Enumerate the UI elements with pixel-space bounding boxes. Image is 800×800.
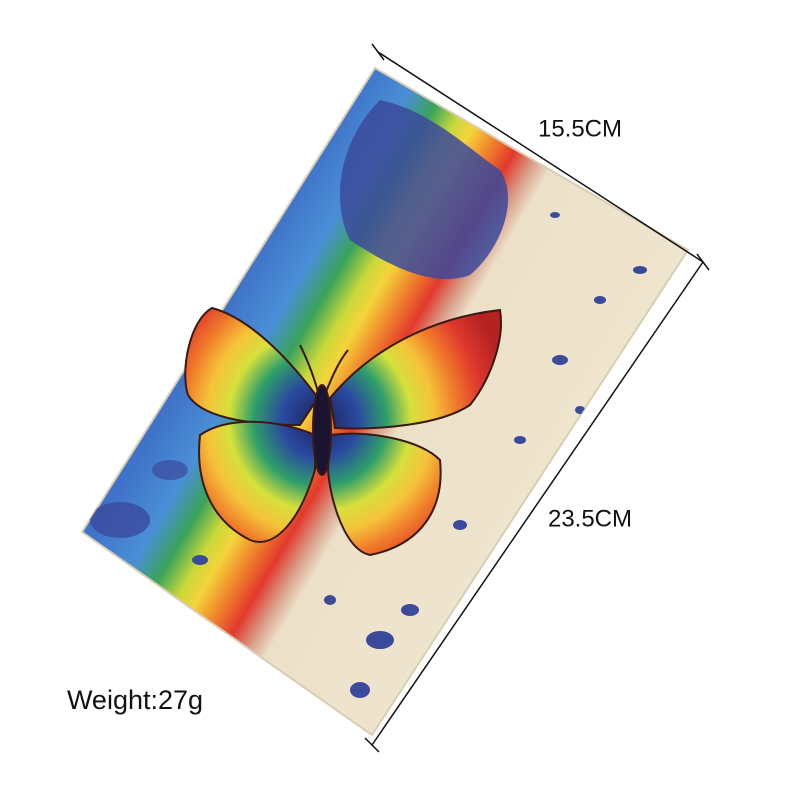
height-label: 23.5CM (548, 505, 632, 532)
dimension-lines (364, 43, 710, 753)
butterfly (184, 306, 502, 557)
weight-label: Weight:27g (67, 685, 203, 715)
width-label: 15.5CM (538, 115, 622, 142)
